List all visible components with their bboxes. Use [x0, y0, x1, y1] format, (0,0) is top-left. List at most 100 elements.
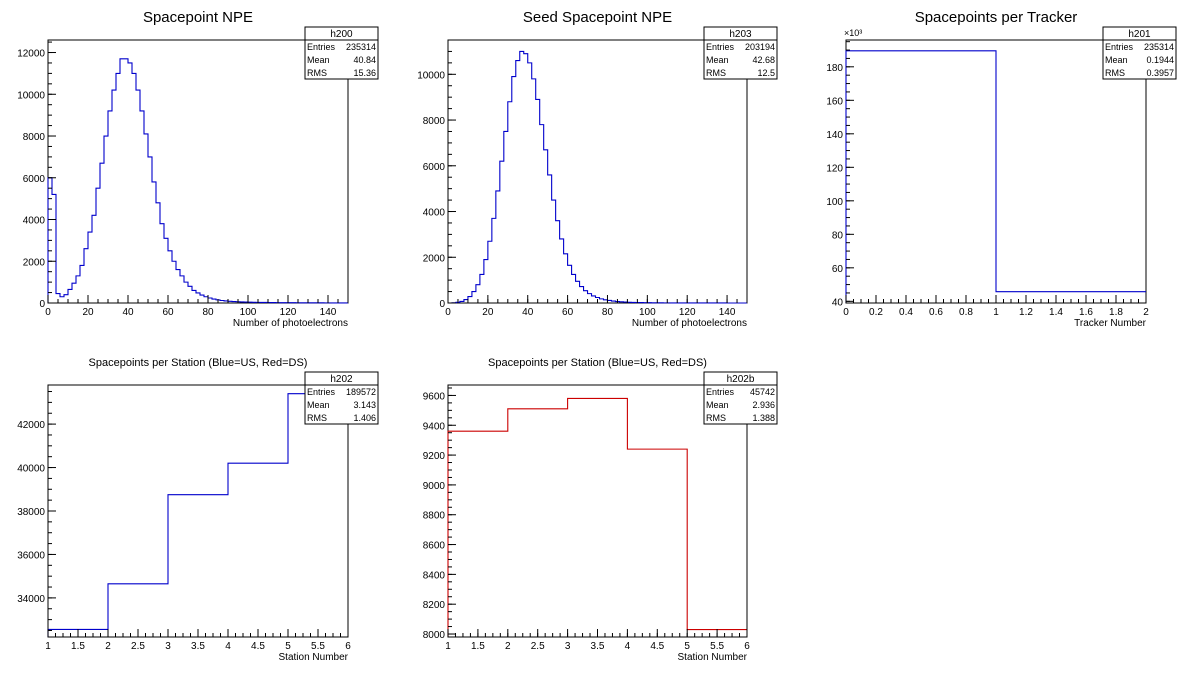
x-tick-label: 100	[639, 307, 656, 318]
y-tick-label: 2000	[23, 257, 46, 268]
x-tick-label: 6	[345, 641, 351, 652]
x-tick-label: 1.6	[1079, 307, 1093, 318]
x-tick-label: 1.4	[1049, 307, 1063, 318]
x-tick-label: 4	[225, 641, 231, 652]
y-tick-label: 120	[826, 163, 843, 174]
x-tick-label: 4.5	[251, 641, 265, 652]
stats-box-frame	[1102, 26, 1177, 80]
y-tick-label: 160	[826, 96, 843, 107]
x-tick-label: 120	[280, 307, 297, 318]
x-tick-label: 1	[445, 641, 451, 652]
y-tick-label: 8000	[423, 116, 446, 127]
stats-label-rms: RMS	[307, 68, 327, 78]
y-tick-label: 8400	[423, 570, 446, 581]
x-tick-label: 3	[165, 641, 171, 652]
histogram-panel-2: Seed Spacepoint NPE 0 20 40 60 80 100 120 140 0 20…	[417, 9, 778, 329]
stats-label-entries: Entries	[706, 387, 735, 397]
plot-frame	[47, 384, 349, 638]
x-tick-label: 1.5	[471, 641, 485, 652]
x-tick-label: 3.5	[591, 641, 605, 652]
y-tick-label: 8000	[423, 630, 446, 641]
y-tick-label: 8800	[423, 511, 446, 522]
plot-frame	[447, 39, 748, 304]
x-tick-label: 40	[522, 307, 534, 318]
x-tick-label: 120	[679, 307, 696, 318]
y-axis-exponent: ×10³	[844, 28, 862, 38]
stats-box: h203 Entries 203194 Mean 42.68 RMS 12.5	[703, 26, 778, 80]
y-tick-label: 8600	[423, 541, 446, 552]
stats-box-frame	[304, 26, 379, 80]
stats-label-mean: Mean	[1105, 55, 1128, 65]
chart-title: Spacepoints per Tracker	[915, 9, 1078, 26]
y-tick-label: 9200	[423, 451, 446, 462]
x-tick-label: 5.5	[311, 641, 325, 652]
x-tick-label: 5.5	[710, 641, 724, 652]
y-tick-label: 6000	[423, 162, 446, 173]
x-tick-label: 40	[122, 307, 134, 318]
x-tick-label: 1	[45, 641, 51, 652]
y-tick-label: 180	[826, 63, 843, 74]
x-tick-label: 1	[993, 307, 999, 318]
stats-histogram-name: h202	[330, 374, 353, 385]
stats-value-rms: 1.388	[752, 413, 775, 423]
stats-value-entries: 235314	[1144, 42, 1174, 52]
x-tick-label: 0	[843, 307, 849, 318]
y-tick-label: 140	[826, 130, 843, 141]
x-tick-label: 0.8	[959, 307, 973, 318]
stats-value-entries: 189572	[346, 387, 376, 397]
stats-value-entries: 45742	[750, 387, 775, 397]
stats-label-rms: RMS	[1105, 68, 1125, 78]
stats-value-mean: 2.936	[752, 400, 775, 410]
stats-histogram-name: h203	[729, 29, 752, 40]
stats-value-mean: 3.143	[353, 400, 376, 410]
y-tick-label: 8200	[423, 600, 446, 611]
stats-value-mean: 40.84	[353, 55, 376, 65]
stats-label-mean: Mean	[706, 55, 729, 65]
stats-label-mean: Mean	[307, 400, 330, 410]
y-tick-label: 100	[826, 197, 843, 208]
stats-label-entries: Entries	[1105, 42, 1134, 52]
histogram-panel-3: Spacepoints per Tracker 0 0.2 0.4 0.6 0.8 1 1.2…	[826, 9, 1177, 329]
stats-value-entries: 235314	[346, 42, 376, 52]
stats-box: h201 Entries 235314 Mean 0.1944 RMS 0.3957	[1102, 26, 1177, 80]
stats-box: h200 Entries 235314 Mean 40.84 RMS 15.36	[304, 26, 379, 80]
histogram-line	[447, 397, 747, 637]
x-tick-label: 2	[1143, 307, 1149, 318]
x-tick-label: 3.5	[191, 641, 205, 652]
y-tick-label: 9600	[423, 391, 446, 402]
stats-box: h202 Entries 189572 Mean 3.143 RMS 1.406	[304, 371, 379, 425]
histogram-line	[845, 50, 1146, 303]
histogram-line	[47, 58, 348, 304]
x-tick-label: 80	[602, 307, 614, 318]
x-tick-label: 1.2	[1019, 307, 1033, 318]
chart-title: Seed Spacepoint NPE	[523, 9, 672, 26]
x-tick-label: 60	[162, 307, 174, 318]
stats-label-entries: Entries	[307, 42, 336, 52]
y-tick-label: 42000	[17, 420, 45, 431]
stats-label-entries: Entries	[307, 387, 336, 397]
stats-label-mean: Mean	[307, 55, 330, 65]
x-tick-label: 4	[625, 641, 631, 652]
stats-label-rms: RMS	[706, 413, 726, 423]
stats-value-rms: 1.406	[353, 413, 376, 423]
x-tick-label: 0	[45, 307, 51, 318]
y-tick-label: 2000	[423, 253, 446, 264]
y-tick-label: 10000	[417, 70, 445, 81]
x-axis-label: Number of photoelectrons	[632, 318, 747, 329]
y-tick-label: 36000	[17, 550, 45, 561]
stats-value-entries: 203194	[745, 42, 775, 52]
histogram-line	[47, 393, 348, 637]
x-tick-label: 5	[285, 641, 291, 652]
stats-histogram-name: h202b	[727, 374, 755, 385]
x-tick-label: 4.5	[650, 641, 664, 652]
y-tick-label: 12000	[17, 49, 45, 60]
x-tick-label: 0.6	[929, 307, 943, 318]
y-tick-label: 0	[39, 299, 45, 310]
stats-box: h202b Entries 45742 Mean 2.936 RMS 1.388	[703, 371, 778, 425]
chart-title: Spacepoint NPE	[143, 9, 253, 26]
x-tick-label: 60	[562, 307, 574, 318]
x-tick-label: 140	[719, 307, 736, 318]
x-tick-label: 2.5	[531, 641, 545, 652]
y-tick-label: 80	[832, 230, 844, 241]
